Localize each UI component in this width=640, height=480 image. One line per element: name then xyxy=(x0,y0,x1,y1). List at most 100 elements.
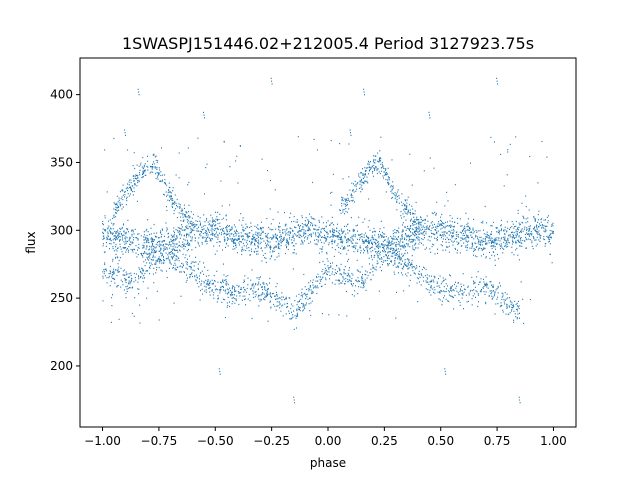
data-point xyxy=(504,229,506,231)
data-point xyxy=(326,273,327,275)
data-point xyxy=(369,161,371,163)
data-point xyxy=(219,241,221,243)
data-point xyxy=(381,231,383,233)
data-point xyxy=(225,289,227,291)
data-point xyxy=(402,229,404,231)
data-point xyxy=(148,242,150,244)
data-point xyxy=(537,232,539,234)
data-point xyxy=(325,279,327,281)
data-point xyxy=(379,172,381,175)
data-point xyxy=(170,238,172,240)
data-point xyxy=(334,230,336,232)
data-point xyxy=(153,240,154,243)
data-point xyxy=(386,255,387,257)
data-point xyxy=(412,222,414,225)
data-point xyxy=(178,203,180,205)
data-point xyxy=(224,299,226,301)
data-point xyxy=(208,231,210,233)
data-point xyxy=(301,229,303,231)
data-point xyxy=(151,245,153,247)
data-point xyxy=(535,230,537,232)
data-point xyxy=(121,189,123,191)
data-point xyxy=(358,280,360,282)
data-point xyxy=(343,269,345,271)
data-point xyxy=(190,231,192,233)
data-point xyxy=(229,204,231,206)
data-point xyxy=(427,220,429,222)
data-point xyxy=(189,232,191,234)
data-point xyxy=(410,211,411,214)
data-point xyxy=(234,290,236,292)
data-point xyxy=(385,260,387,262)
data-point xyxy=(472,227,474,229)
data-point xyxy=(408,261,410,264)
data-point xyxy=(191,238,193,240)
data-point xyxy=(398,197,400,199)
data-point xyxy=(480,290,482,292)
data-point xyxy=(503,185,505,187)
data-point xyxy=(490,239,492,241)
data-point xyxy=(176,235,178,237)
data-point xyxy=(257,232,259,234)
data-point xyxy=(340,263,342,265)
data-point xyxy=(288,310,290,312)
data-point xyxy=(107,231,109,233)
data-point xyxy=(269,179,271,182)
data-point xyxy=(296,304,298,306)
data-point xyxy=(388,183,390,185)
data-point xyxy=(125,251,127,253)
data-point xyxy=(409,264,411,267)
data-point xyxy=(392,238,394,240)
data-point xyxy=(431,212,433,214)
data-point xyxy=(155,178,157,180)
data-point xyxy=(440,237,442,239)
data-point xyxy=(231,293,233,295)
data-point xyxy=(371,236,373,238)
data-point xyxy=(199,220,201,222)
data-point xyxy=(456,290,458,292)
data-point xyxy=(440,244,442,246)
data-point xyxy=(252,293,254,295)
data-point xyxy=(332,232,334,234)
data-point xyxy=(425,226,427,228)
data-point xyxy=(322,276,324,278)
data-point xyxy=(288,242,290,244)
data-point xyxy=(463,242,465,244)
data-point xyxy=(182,266,183,268)
data-point xyxy=(513,241,514,243)
data-point xyxy=(460,288,461,290)
data-point xyxy=(483,253,484,255)
data-point xyxy=(436,282,438,284)
data-point xyxy=(412,239,414,241)
data-point xyxy=(439,299,441,301)
data-point xyxy=(185,267,187,269)
data-point xyxy=(129,243,131,245)
data-point xyxy=(497,292,499,294)
data-point xyxy=(132,251,134,253)
data-point xyxy=(289,297,291,299)
data-point xyxy=(132,231,134,233)
data-point xyxy=(239,145,241,147)
data-point xyxy=(514,313,516,315)
data-point xyxy=(518,226,520,229)
data-point xyxy=(499,282,500,284)
data-point xyxy=(280,238,282,240)
data-point xyxy=(146,262,148,264)
data-point xyxy=(155,236,157,238)
data-point xyxy=(358,234,360,236)
data-point xyxy=(187,228,189,230)
data-point xyxy=(448,238,450,240)
data-point xyxy=(252,237,254,240)
data-point xyxy=(293,216,295,218)
data-point xyxy=(421,226,423,228)
data-point xyxy=(281,299,283,301)
data-point xyxy=(526,232,528,234)
data-point xyxy=(130,179,132,181)
data-point xyxy=(325,240,327,242)
data-point xyxy=(448,225,450,227)
data-point xyxy=(280,236,282,238)
data-point xyxy=(511,239,513,241)
data-point xyxy=(379,254,381,256)
data-point xyxy=(306,225,307,227)
data-point xyxy=(109,243,111,245)
